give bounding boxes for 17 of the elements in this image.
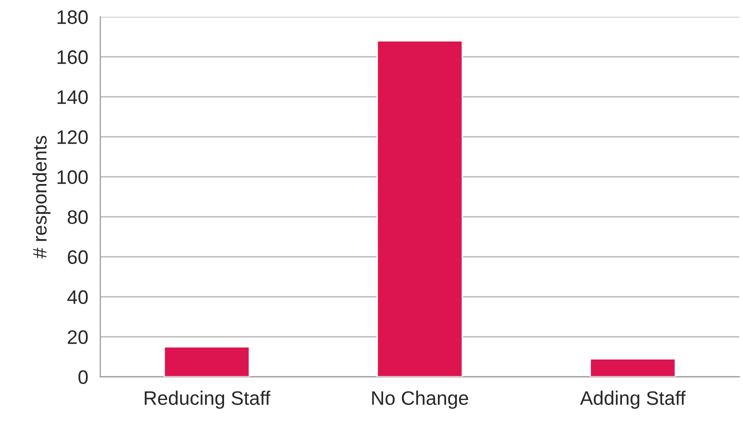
y-tick-label: 0: [78, 370, 88, 384]
bar: [164, 346, 250, 377]
y-tick-label: 100: [58, 170, 88, 184]
x-tick-label: No Change: [372, 390, 468, 409]
y-tick-label: 20: [68, 330, 88, 344]
y-tick-label: 180: [58, 10, 88, 24]
y-tick-label: 160: [58, 50, 88, 64]
y-tick-label: 40: [67, 290, 88, 304]
x-tick-label: Adding Staff: [580, 390, 686, 409]
y-tick-label: 120: [58, 130, 88, 144]
y-tick-label: 140: [58, 90, 88, 104]
x-tick-label: Reducing Staff: [144, 390, 270, 409]
y-tick-label: 60: [68, 250, 88, 264]
y-tick-label: 80: [68, 210, 88, 224]
bar: [589, 358, 676, 377]
bar: [376, 40, 464, 377]
y-axis-title: # respondents: [32, 136, 51, 258]
